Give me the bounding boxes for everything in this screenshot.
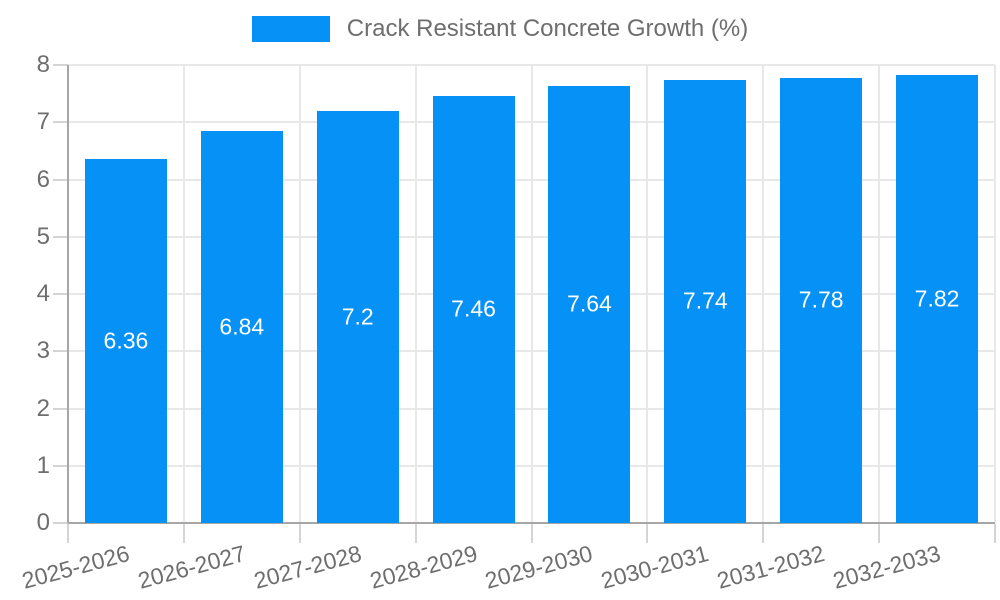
y-tick-mark xyxy=(53,522,68,524)
y-axis-tick-label: 4 xyxy=(36,280,50,307)
bar-value-label: 7.74 xyxy=(682,287,728,314)
bar-value-label: 7.2 xyxy=(341,303,374,330)
x-axis-tick-label: 2031-2032 xyxy=(714,540,828,594)
gridline xyxy=(762,65,765,523)
bar-value-label: 6.36 xyxy=(103,327,149,354)
y-tick-mark xyxy=(53,407,68,410)
y-axis-tick-label: 2 xyxy=(36,394,50,422)
gridline xyxy=(182,65,185,523)
gridline xyxy=(646,65,649,523)
bar-2027-2028[interactable] xyxy=(316,110,399,523)
y-axis-tick-label: 3 xyxy=(36,337,50,365)
x-tick-mark xyxy=(414,524,417,543)
bar-value-label: 7.46 xyxy=(451,295,496,322)
x-axis-tick-label: 2030-2031 xyxy=(598,540,712,594)
bar-value-label: 6.84 xyxy=(219,313,265,340)
x-tick-mark xyxy=(646,524,649,543)
y-tick-mark xyxy=(53,350,68,353)
y-tick-mark xyxy=(53,121,68,124)
x-tick-mark xyxy=(762,524,765,543)
y-tick-mark xyxy=(53,235,68,238)
y-tick-mark xyxy=(53,178,68,181)
bar-value-label: 7.82 xyxy=(914,285,960,312)
y-axis-tick-label: 8 xyxy=(36,51,50,78)
x-tick-mark xyxy=(994,524,996,543)
y-tick-mark xyxy=(53,64,68,66)
gridline xyxy=(298,65,301,523)
x-axis-tick-label: 2032-2033 xyxy=(830,540,944,594)
bar-2032-2033[interactable] xyxy=(896,75,979,523)
bar-value-label: 7.78 xyxy=(798,286,844,313)
gridline xyxy=(994,65,996,523)
legend-label: Crack Resistant Concrete Growth (%) xyxy=(346,15,749,42)
x-tick-mark xyxy=(182,524,185,543)
bar-2028-2029[interactable] xyxy=(432,95,515,523)
x-axis-line xyxy=(68,522,995,524)
bar-2026-2027[interactable] xyxy=(200,131,283,523)
x-tick-mark xyxy=(878,524,881,543)
legend-swatch xyxy=(251,16,330,42)
gridline xyxy=(878,65,881,523)
y-axis-tick-label: 1 xyxy=(36,451,50,479)
y-axis-tick-label: 0 xyxy=(36,509,50,536)
bar-2025-2026[interactable] xyxy=(84,158,167,523)
x-tick-mark xyxy=(298,524,301,543)
bar-2030-2031[interactable] xyxy=(664,79,747,523)
x-axis-tick-label: 2027-2028 xyxy=(250,540,364,594)
y-axis-tick-label: 7 xyxy=(36,108,50,136)
legend-item[interactable]: Crack Resistant Concrete Growth (%) xyxy=(0,14,1000,44)
y-axis-line xyxy=(67,65,69,523)
x-axis-tick-label: 2029-2030 xyxy=(482,540,596,594)
bar-2029-2030[interactable] xyxy=(548,85,631,523)
y-axis-tick-label: 5 xyxy=(36,222,50,250)
bar-value-label: 7.64 xyxy=(567,290,612,317)
x-axis-tick-label: 2028-2029 xyxy=(366,540,480,594)
x-axis-tick-label: 2025-2026 xyxy=(19,540,133,594)
gridline xyxy=(414,65,417,523)
y-tick-mark xyxy=(53,293,68,295)
y-axis-tick-label: 6 xyxy=(36,165,50,193)
bar-2031-2032[interactable] xyxy=(780,77,863,523)
gridline xyxy=(530,65,533,523)
x-tick-mark xyxy=(67,524,69,543)
x-axis-tick-label: 2026-2027 xyxy=(135,540,249,594)
x-tick-mark xyxy=(530,524,533,543)
y-tick-mark xyxy=(53,464,68,467)
